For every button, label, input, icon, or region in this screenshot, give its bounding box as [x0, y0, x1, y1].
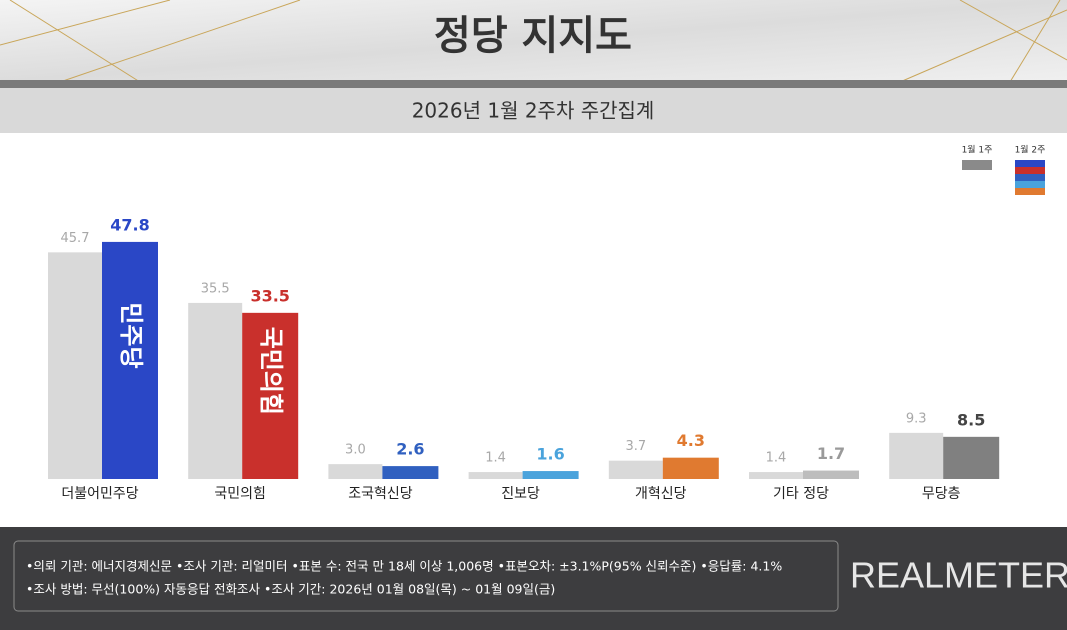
bar — [242, 312, 299, 479]
legend-swatch — [1015, 188, 1045, 195]
bar — [468, 472, 523, 479]
note: •조사 방법: 무선(100%) 자동응답 전화조사 •조사 기간: 2026년… — [26, 582, 555, 597]
value-label: 47.8 — [110, 215, 149, 234]
footer-bg — [0, 527, 1067, 630]
header-band — [0, 80, 1067, 88]
bar — [48, 252, 102, 479]
value-label: 33.5 — [250, 286, 289, 305]
x-tick-label: 개혁신당 — [635, 486, 687, 502]
legend-swatch — [1015, 174, 1045, 181]
bar-logo: 민주당 — [117, 302, 145, 368]
value-label: 1.4 — [766, 451, 787, 466]
value-label: 8.5 — [957, 410, 985, 429]
value-label: 2.6 — [396, 440, 424, 459]
x-tick-label: 무당층 — [922, 486, 961, 502]
legend-swatch — [1015, 160, 1045, 167]
value-label: 35.5 — [201, 281, 230, 296]
legend-swatch — [1015, 167, 1045, 174]
x-tick-label: 조국혁신당 — [348, 486, 413, 502]
bar — [102, 241, 158, 479]
value-label: 1.4 — [485, 451, 506, 466]
bar — [889, 432, 944, 479]
bar-logo: 국민의힘 — [257, 327, 285, 415]
legend-swatch — [1015, 181, 1045, 188]
chart-subtitle: 2026년 1월 2주차 주간집계 — [412, 99, 655, 123]
header-bg — [0, 0, 1067, 82]
legend-label: 1월 1주 — [962, 144, 993, 156]
value-label: 1.6 — [536, 445, 564, 464]
bar — [522, 471, 579, 479]
value-label: 4.3 — [677, 431, 705, 450]
note: •의뢰 기관: 에너지경제신문 •조사 기관: 리얼미터 •표본 수: 전국 만… — [26, 559, 782, 574]
notes-box — [13, 540, 839, 612]
bar — [943, 436, 1000, 479]
legend-swatch — [962, 160, 992, 170]
value-label: 3.0 — [345, 443, 366, 458]
bar — [382, 466, 439, 479]
x-tick-label: 국민의힘 — [214, 486, 266, 502]
subtitle-band — [0, 88, 1067, 133]
bar — [188, 302, 243, 479]
bar — [328, 464, 383, 479]
header-decoration — [0, 0, 1067, 83]
bar — [749, 472, 803, 479]
value-label: 45.7 — [61, 231, 90, 246]
source-brand: REALMETER — [850, 555, 1067, 596]
chart-title: 정당 지지도 — [434, 13, 632, 59]
value-label: 9.3 — [906, 411, 927, 426]
value-label: 1.7 — [817, 444, 845, 463]
bar — [803, 470, 859, 479]
value-label: 3.7 — [625, 439, 646, 454]
bar — [608, 460, 663, 479]
x-tick-label: 기타 정당 — [773, 486, 829, 502]
x-tick-label: 진보당 — [501, 486, 540, 502]
legend-label: 1월 2주 — [1015, 144, 1046, 156]
x-tick-label: 더불어민주당 — [61, 486, 138, 502]
bar — [662, 457, 719, 479]
